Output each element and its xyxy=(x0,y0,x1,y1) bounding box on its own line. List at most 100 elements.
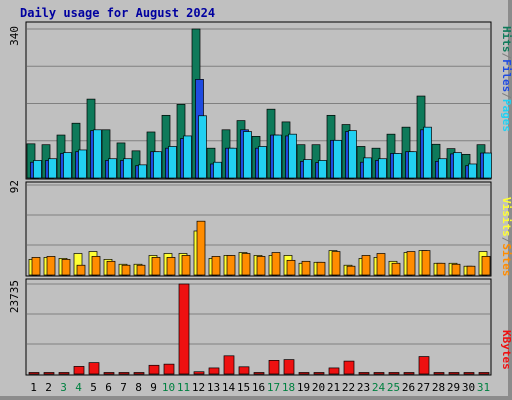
x-label-day-17: 17 xyxy=(267,381,280,394)
x-label-day-19: 19 xyxy=(297,381,310,394)
legend-item-hits: Hits xyxy=(500,26,512,53)
bar-kbytes-day-23 xyxy=(358,372,370,375)
x-label-day-21: 21 xyxy=(327,381,340,394)
panel1-legend: Hits/Files/Pages xyxy=(500,26,512,132)
x-label-day-3: 3 xyxy=(60,381,67,394)
x-label-day-26: 26 xyxy=(402,381,415,394)
bar-sites-day-23 xyxy=(361,255,371,276)
bar-kbytes-day-9 xyxy=(148,364,160,375)
bar-kbytes-day-7 xyxy=(118,372,130,375)
legend-item-kbytes: KBytes xyxy=(500,330,512,370)
panel2-ymax-label: 92 xyxy=(8,180,21,193)
x-label-day-24: 24 xyxy=(372,381,386,394)
x-label-day-13: 13 xyxy=(207,381,220,394)
bar-kbytes-day-19 xyxy=(298,372,310,375)
bar-pages-day-8 xyxy=(138,164,147,179)
bar-pages-day-20 xyxy=(318,160,327,179)
x-label-day-4: 4 xyxy=(75,381,82,394)
bar-sites-day-9 xyxy=(151,257,161,276)
bar-sites-day-26 xyxy=(406,251,416,276)
bar-pages-day-11 xyxy=(183,135,192,179)
hits-files-pages-panel xyxy=(25,21,492,180)
bar-kbytes-day-20 xyxy=(313,372,325,375)
bar-kbytes-day-4 xyxy=(73,366,85,375)
bar-sites-day-31 xyxy=(481,256,491,276)
legend-text: Hits/Files/Pages xyxy=(500,26,512,132)
bar-pages-day-10 xyxy=(168,146,177,179)
bar-kbytes-day-5 xyxy=(88,362,100,375)
bar-pages-day-2 xyxy=(48,158,57,179)
bar-kbytes-day-8 xyxy=(133,372,145,375)
kbytes-panel xyxy=(25,278,492,376)
legend-text: Visits/Sites xyxy=(500,197,512,277)
bar-pages-day-13 xyxy=(213,161,222,179)
x-label-day-30: 30 xyxy=(462,381,475,394)
x-label-day-2: 2 xyxy=(45,381,52,394)
bar-sites-day-6 xyxy=(106,260,116,276)
x-label-day-29: 29 xyxy=(447,381,460,394)
x-label-day-7: 7 xyxy=(120,381,127,394)
bar-kbytes-day-30 xyxy=(463,372,475,375)
legend-item-sep: / xyxy=(500,53,512,60)
bar-kbytes-day-28 xyxy=(433,372,445,375)
bar-kbytes-day-3 xyxy=(58,372,70,375)
bar-sites-day-14 xyxy=(226,255,236,276)
bar-pages-day-28 xyxy=(438,158,447,179)
bar-kbytes-day-12 xyxy=(193,371,205,375)
bar-kbytes-day-18 xyxy=(283,359,295,375)
bar-sites-day-1 xyxy=(31,257,41,276)
bar-kbytes-day-21 xyxy=(328,367,340,375)
bar-pages-day-12 xyxy=(198,115,207,179)
x-label-day-10: 10 xyxy=(162,381,175,394)
bar-sites-day-12 xyxy=(196,220,206,276)
bar-sites-day-19 xyxy=(301,260,311,276)
bar-sites-day-15 xyxy=(241,253,251,276)
x-label-day-5: 5 xyxy=(90,381,97,394)
bar-pages-day-17 xyxy=(273,134,282,179)
bar-kbytes-day-6 xyxy=(103,372,115,375)
bar-kbytes-day-31 xyxy=(478,372,490,375)
bar-kbytes-day-2 xyxy=(43,372,55,375)
chart-title: Daily usage for August 2024 xyxy=(20,6,215,20)
bar-kbytes-day-1 xyxy=(28,372,40,375)
x-label-day-25: 25 xyxy=(387,381,400,394)
bar-kbytes-day-29 xyxy=(448,372,460,375)
bar-pages-day-6 xyxy=(108,158,117,179)
bar-sites-day-11 xyxy=(181,255,191,276)
bar-sites-day-5 xyxy=(91,256,101,276)
bar-pages-day-15 xyxy=(243,131,252,179)
bar-sites-day-8 xyxy=(136,264,146,276)
bar-kbytes-day-17 xyxy=(268,359,280,375)
bar-sites-day-2 xyxy=(46,256,56,276)
bar-pages-day-9 xyxy=(153,151,162,179)
x-label-day-16: 16 xyxy=(252,381,265,394)
bar-pages-day-24 xyxy=(378,158,387,179)
bar-pages-day-7 xyxy=(123,158,132,179)
bar-pages-day-23 xyxy=(363,157,372,179)
bar-sites-day-4 xyxy=(76,264,86,276)
bar-sites-day-17 xyxy=(271,252,281,276)
bar-sites-day-21 xyxy=(331,251,341,276)
x-label-day-1: 1 xyxy=(30,381,37,394)
panel3-ymax-label: 23735 xyxy=(8,280,21,313)
bar-kbytes-day-25 xyxy=(388,372,400,375)
bar-pages-day-1 xyxy=(33,160,42,179)
bar-kbytes-day-16 xyxy=(253,372,265,375)
bar-pages-day-30 xyxy=(468,163,477,179)
bar-pages-day-18 xyxy=(288,133,297,179)
bar-sites-day-13 xyxy=(211,256,221,276)
panel3-legend: KBytes xyxy=(500,330,512,370)
bar-pages-day-3 xyxy=(63,152,72,179)
legend-text: KBytes xyxy=(500,330,512,370)
panel2-legend: Visits/Sites xyxy=(500,197,512,277)
x-label-day-31: 31 xyxy=(477,381,490,394)
bar-sites-day-25 xyxy=(391,262,401,276)
panel1-ymax-label: 340 xyxy=(8,26,21,46)
bar-pages-day-26 xyxy=(408,151,417,179)
legend-item-files: Files xyxy=(500,59,512,92)
bar-sites-day-24 xyxy=(376,253,386,276)
bar-sites-day-27 xyxy=(421,250,431,276)
bar-kbytes-day-10 xyxy=(163,363,175,375)
bar-pages-day-5 xyxy=(93,129,102,179)
bar-pages-day-16 xyxy=(258,146,267,179)
